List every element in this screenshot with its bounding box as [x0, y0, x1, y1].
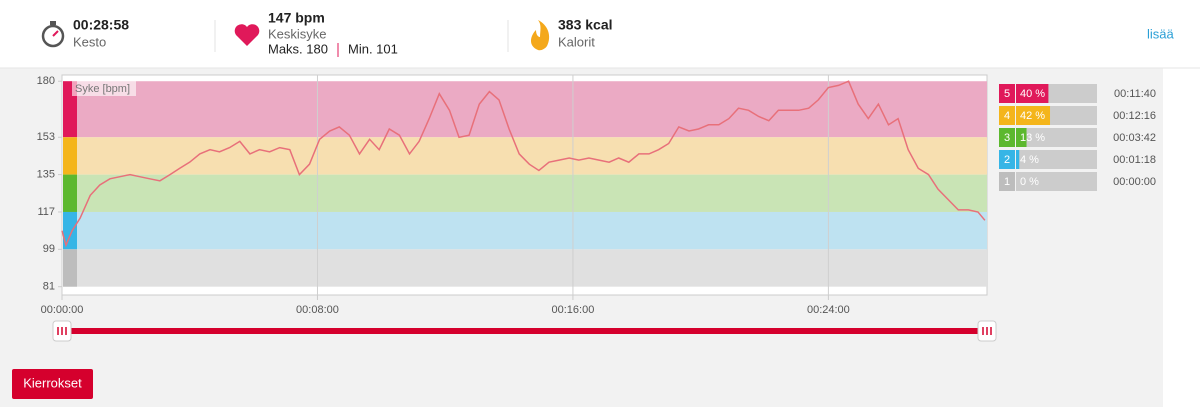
duration-label: Kesto — [73, 34, 106, 49]
zone-number-box — [999, 172, 1015, 191]
zone-number-box — [999, 84, 1015, 103]
zone-time: 00:01:18 — [1113, 154, 1156, 166]
y-tick-label: 81 — [43, 281, 55, 293]
zone-percent: 0 % — [1020, 176, 1039, 188]
calories-label: Kalorit — [558, 34, 595, 49]
zone-time: 00:11:40 — [1114, 88, 1156, 100]
y-tick-label: 117 — [37, 206, 55, 218]
zone-number-box — [999, 106, 1015, 125]
zone-number-box — [999, 128, 1015, 147]
zone-bar — [1016, 106, 1051, 125]
zone-number: 4 — [1004, 110, 1010, 122]
zone-percent: 13 % — [1020, 132, 1045, 144]
y-tick-label: 180 — [37, 75, 55, 87]
zone-number: 3 — [1004, 132, 1010, 144]
zone-percent: 42 % — [1020, 110, 1045, 122]
y-tick-label: 153 — [37, 131, 55, 143]
zone-bar-bg — [1016, 128, 1097, 147]
zone-bar — [1016, 84, 1049, 103]
heart-rate-label: Keskisyke — [268, 26, 327, 41]
duration-value: 00:28:58 — [73, 17, 129, 33]
zone-number: 1 — [1004, 176, 1010, 188]
zone-number-box — [999, 150, 1015, 169]
zone-strip — [63, 174, 77, 212]
laps-button[interactable] — [12, 369, 93, 399]
heart-rate-value: 147 bpm — [268, 10, 325, 26]
zone-percent: 40 % — [1020, 88, 1045, 100]
heart-rate-line — [61, 80, 986, 248]
heart-icon — [234, 24, 260, 46]
more-link[interactable]: lisää — [1147, 26, 1175, 41]
zone-strip — [63, 249, 77, 287]
heart-rate-max: Maks. 180 — [268, 41, 328, 56]
zone-band — [63, 211, 987, 250]
heart-rate-min: Min. 101 — [348, 41, 398, 56]
zone-band — [63, 174, 987, 212]
y-label-bg — [72, 81, 136, 96]
zone-bar-bg — [1016, 172, 1097, 191]
zone-bar — [1016, 128, 1027, 147]
zone-time: 00:12:16 — [1113, 110, 1156, 122]
zone-strip — [63, 211, 77, 250]
zone-time: 00:03:42 — [1113, 132, 1156, 144]
y-tick-label: 135 — [37, 169, 55, 181]
zone-band — [63, 137, 987, 175]
y-tick-label: 99 — [43, 243, 55, 255]
calories-value: 383 kcal — [558, 17, 613, 33]
x-tick-label: 00:08:00 — [296, 304, 339, 316]
zone-number: 2 — [1004, 154, 1010, 166]
zone-number: 5 — [1004, 88, 1010, 100]
zone-band — [63, 249, 987, 287]
stopwatch-icon — [41, 21, 65, 48]
x-tick-label: 00:24:00 — [807, 304, 850, 316]
zone-percent: 4 % — [1020, 154, 1039, 166]
zone-bar-bg — [1016, 150, 1097, 169]
y-axis-label: Syke [bpm] — [75, 83, 130, 95]
x-tick-label: 00:00:00 — [41, 304, 84, 316]
zone-bar — [1016, 150, 1020, 169]
x-tick-label: 00:16:00 — [552, 304, 595, 316]
range-slider[interactable] — [52, 320, 997, 342]
flame-icon — [531, 20, 550, 51]
zone-band — [63, 81, 987, 138]
zone-strip — [63, 137, 77, 175]
zone-time: 00:00:00 — [1113, 176, 1156, 188]
laps-button-label[interactable]: Kierrokset — [23, 375, 82, 390]
